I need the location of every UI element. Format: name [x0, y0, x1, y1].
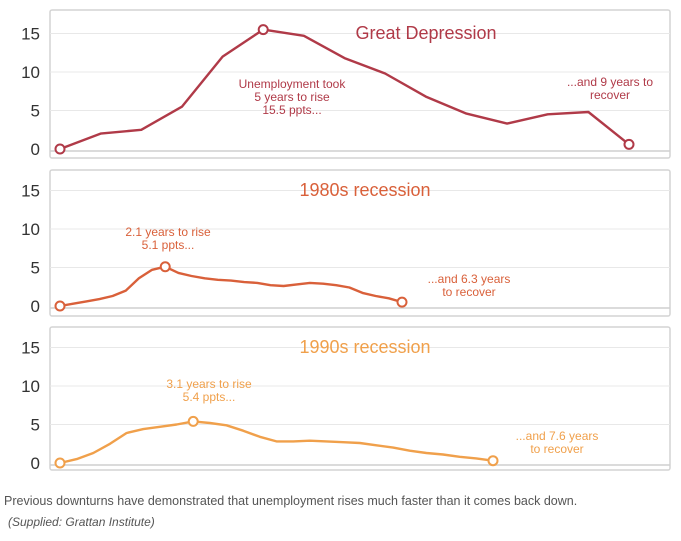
series-line [59, 28, 630, 151]
series-line [59, 420, 494, 465]
y-tick-label: 0 [31, 454, 40, 473]
panel-frame [49, 326, 671, 471]
data-point-marker [54, 457, 66, 469]
data-point-marker [159, 261, 171, 273]
annotation-rise: 2.1 years to rise 5.1 ppts... [125, 225, 211, 252]
chart-panel-1: 15 10 5 0 Great Depression Unemployment took 5… [21, 9, 671, 159]
chart-title: 1990s recession [299, 337, 430, 357]
y-tick-label: 15 [21, 25, 40, 44]
annotation-rise: Unemployment took 5 years to rise 15.5 ppt… [239, 77, 347, 117]
annotation-recover: ...and 6.3 years to recover [428, 272, 511, 299]
data-point-marker [487, 455, 499, 467]
figure-caption: Previous downturns have demonstrated tha… [4, 494, 578, 508]
data-point-marker [54, 143, 66, 155]
y-tick-label: 15 [21, 339, 40, 358]
annotation-rise: 3.1 years to rise 5.4 ppts... [166, 377, 252, 404]
data-point-marker [54, 300, 66, 312]
chart-title: Great Depression [355, 23, 496, 43]
data-point-marker [623, 138, 635, 150]
y-tick-label: 5 [31, 259, 40, 278]
unemployment-recessions-figure: 15 10 5 0 Great Depression Unemployment took 5… [21, 9, 671, 473]
annotation-recover: ...and 7.6 years to recover [516, 429, 599, 456]
figure-credit: (Supplied: Grattan Institute) [8, 515, 155, 529]
y-tick-label: 10 [21, 63, 40, 82]
chart-panel-2: 15 10 5 0 1980s recession 2.1 years to rise 5.… [21, 169, 671, 317]
chart-panel-3: 15 10 5 0 1990s recession 3.1 years to rise 5.… [21, 326, 671, 473]
series-line [59, 265, 403, 308]
y-tick-label: 10 [21, 220, 40, 239]
data-point-marker [257, 24, 269, 36]
y-tick-label: 0 [31, 140, 40, 159]
y-tick-label: 0 [31, 297, 40, 316]
y-tick-label: 15 [21, 182, 40, 201]
chart-title: 1980s recession [299, 180, 430, 200]
y-tick-label: 10 [21, 377, 40, 396]
annotation-recover: ...and 9 years to recover [567, 75, 653, 102]
data-point-marker [187, 415, 199, 427]
y-tick-label: 5 [31, 102, 40, 121]
data-point-marker [396, 296, 408, 308]
y-tick-label: 5 [31, 416, 40, 435]
